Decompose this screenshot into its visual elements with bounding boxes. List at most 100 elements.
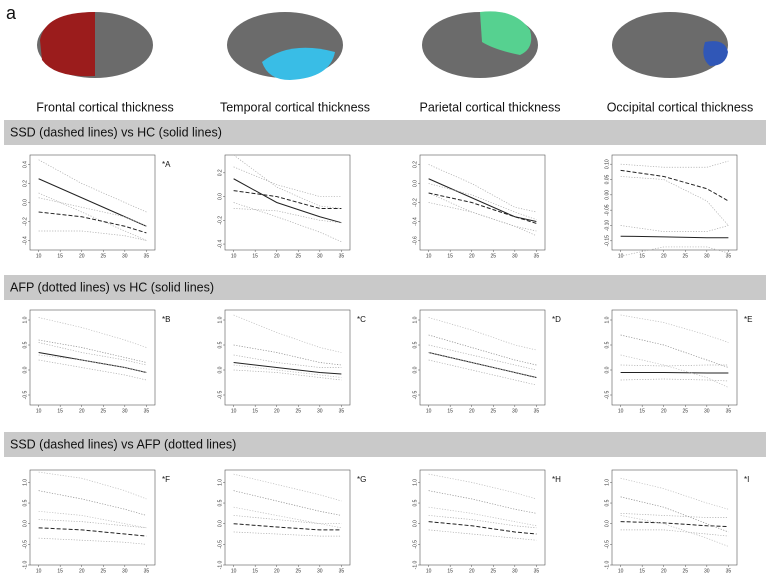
panel-label: *G bbox=[357, 475, 366, 484]
plot-frame bbox=[611, 309, 738, 406]
series-line bbox=[620, 314, 729, 343]
series-line bbox=[620, 364, 729, 367]
plot-frame bbox=[419, 309, 546, 406]
plot-frame bbox=[224, 309, 351, 406]
x-tick-label: 25 bbox=[295, 253, 301, 259]
x-tick-label: 15 bbox=[447, 568, 453, 574]
y-tick-label: 1.0 bbox=[412, 316, 418, 323]
y-tick-label: 0.0 bbox=[22, 520, 28, 527]
x-tick-label: 10 bbox=[618, 408, 624, 414]
x-tick-label: 35 bbox=[144, 408, 150, 414]
x-tick-label: 15 bbox=[447, 408, 453, 414]
plot-frame bbox=[29, 309, 156, 406]
x-tick-label: 35 bbox=[534, 408, 540, 414]
y-tick-label: -0.5 bbox=[604, 540, 610, 549]
panel-label: *I bbox=[744, 475, 749, 484]
x-tick-label: 30 bbox=[512, 253, 518, 259]
brain-parietal bbox=[422, 11, 538, 78]
series-line bbox=[620, 529, 729, 537]
series-line bbox=[233, 154, 342, 209]
y-tick-label: 0.05 bbox=[604, 174, 610, 184]
x-tick-label: 30 bbox=[122, 408, 128, 414]
series-line bbox=[38, 192, 147, 241]
series-line bbox=[233, 473, 342, 502]
series-line bbox=[38, 354, 147, 373]
x-tick-label: 20 bbox=[274, 568, 280, 574]
x-tick-label: 15 bbox=[447, 253, 453, 259]
x-tick-label: 35 bbox=[144, 253, 150, 259]
section-bar bbox=[4, 120, 766, 145]
series-line bbox=[428, 521, 537, 535]
series-line bbox=[428, 334, 537, 366]
x-tick-label: 30 bbox=[122, 253, 128, 259]
series-line bbox=[233, 515, 342, 525]
y-tick-label: 0.5 bbox=[412, 341, 418, 348]
series-line bbox=[233, 208, 342, 224]
region-title: Parietal cortical thickness bbox=[419, 100, 560, 114]
panel-label: *D bbox=[552, 315, 561, 324]
x-tick-label: 35 bbox=[339, 253, 345, 259]
series-line bbox=[428, 344, 537, 371]
plot-frame bbox=[419, 469, 546, 566]
y-tick-label: 0.0 bbox=[217, 366, 223, 373]
series-line bbox=[428, 506, 537, 527]
x-tick-label: 35 bbox=[726, 253, 732, 259]
series-line bbox=[233, 190, 342, 209]
plot-frame bbox=[224, 154, 351, 251]
x-tick-label: 25 bbox=[490, 253, 496, 259]
y-tick-label: -1.0 bbox=[22, 560, 28, 569]
series-line bbox=[233, 369, 342, 381]
region-title: Frontal cortical thickness bbox=[36, 100, 174, 114]
series-line bbox=[620, 334, 729, 368]
figure-label: a bbox=[6, 3, 17, 23]
series-line bbox=[428, 473, 537, 500]
x-tick-label: 15 bbox=[252, 408, 258, 414]
x-tick-label: 15 bbox=[57, 568, 63, 574]
y-tick-label: 0.0 bbox=[217, 520, 223, 527]
x-tick-label: 30 bbox=[317, 408, 323, 414]
x-tick-label: 10 bbox=[231, 408, 237, 414]
y-tick-label: 1.0 bbox=[217, 479, 223, 486]
x-tick-label: 25 bbox=[682, 408, 688, 414]
series-line bbox=[233, 314, 342, 353]
x-tick-label: 35 bbox=[144, 568, 150, 574]
y-tick-label: -0.4 bbox=[412, 217, 418, 226]
series-line bbox=[233, 202, 342, 243]
x-tick-label: 10 bbox=[36, 253, 42, 259]
x-tick-label: 20 bbox=[661, 408, 667, 414]
x-tick-label: 35 bbox=[534, 253, 540, 259]
x-tick-label: 20 bbox=[79, 568, 85, 574]
x-tick-label: 10 bbox=[36, 568, 42, 574]
y-tick-label: 0.0 bbox=[412, 180, 418, 187]
y-tick-label: -1.0 bbox=[412, 560, 418, 569]
series-line bbox=[620, 176, 729, 226]
series-line bbox=[620, 160, 729, 168]
panel-label: *C bbox=[357, 315, 366, 324]
y-tick-label: -0.15 bbox=[604, 235, 610, 247]
y-tick-label: 0.2 bbox=[412, 161, 418, 168]
series-line bbox=[38, 339, 147, 363]
x-tick-label: 15 bbox=[252, 568, 258, 574]
series-line bbox=[428, 352, 537, 378]
x-tick-label: 10 bbox=[231, 568, 237, 574]
x-tick-label: 25 bbox=[100, 408, 106, 414]
region-title: Temporal cortical thickness bbox=[220, 100, 370, 114]
y-tick-label: 1.0 bbox=[604, 316, 610, 323]
x-tick-label: 10 bbox=[426, 408, 432, 414]
y-tick-label: -0.5 bbox=[217, 540, 223, 549]
y-tick-label: 1.0 bbox=[604, 479, 610, 486]
x-tick-label: 20 bbox=[274, 253, 280, 259]
y-tick-label: 0.0 bbox=[604, 366, 610, 373]
series-line bbox=[428, 183, 537, 220]
y-tick-label: -0.5 bbox=[604, 390, 610, 399]
region-title: Occipital cortical thickness bbox=[607, 100, 754, 114]
y-tick-label: -0.5 bbox=[217, 390, 223, 399]
y-tick-label: 1.0 bbox=[217, 316, 223, 323]
y-tick-label: 0.0 bbox=[22, 366, 28, 373]
series-line bbox=[428, 192, 537, 237]
y-tick-label: -0.05 bbox=[604, 204, 610, 216]
x-tick-label: 15 bbox=[57, 253, 63, 259]
y-tick-label: -0.5 bbox=[22, 540, 28, 549]
series-line bbox=[233, 362, 342, 375]
